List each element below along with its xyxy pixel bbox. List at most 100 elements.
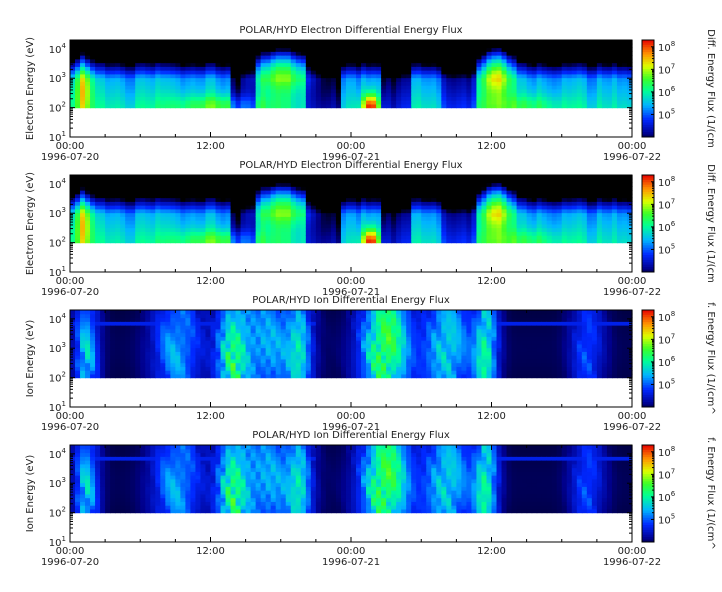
heatmap-cell	[200, 77, 207, 82]
heatmap-cell	[486, 182, 493, 187]
colorbar-segment	[642, 191, 654, 195]
heatmap-cell	[591, 77, 598, 82]
heatmap-cell	[396, 100, 402, 105]
heatmap-cell	[481, 40, 488, 45]
heatmap-cell	[180, 205, 187, 210]
heatmap-cell	[250, 182, 257, 187]
heatmap-cell	[165, 358, 171, 364]
heatmap-cell	[180, 103, 187, 109]
heatmap-cell	[531, 92, 538, 97]
heatmap-cell	[100, 351, 106, 356]
heatmap-cell	[200, 347, 207, 352]
heatmap-cell	[426, 96, 432, 101]
heatmap-cell	[566, 77, 573, 82]
heatmap-cell	[376, 88, 382, 94]
heatmap-cell	[616, 178, 623, 184]
heatmap-cell	[125, 92, 131, 97]
heatmap-cell	[110, 220, 116, 225]
heatmap-cell	[421, 103, 427, 109]
heatmap-cell	[546, 55, 553, 60]
heatmap-cell	[275, 208, 282, 214]
heatmap-cell	[446, 81, 452, 86]
heatmap-cell	[295, 208, 302, 214]
heatmap-cell	[466, 47, 473, 52]
heatmap-cell	[300, 81, 307, 86]
heatmap-cell	[160, 47, 166, 52]
heatmap-cell	[215, 47, 222, 52]
heatmap-cell	[180, 325, 187, 330]
heatmap-cell	[330, 193, 337, 199]
heatmap-cell	[446, 182, 452, 187]
heatmap-cell	[205, 317, 212, 322]
heatmap-cell	[70, 201, 76, 206]
heatmap-cell	[275, 103, 282, 109]
heatmap-cell	[416, 193, 422, 199]
heatmap-cell	[506, 66, 513, 71]
heatmap-cell	[175, 321, 181, 326]
heatmap-cell	[576, 77, 583, 82]
heatmap-cell	[85, 216, 91, 221]
heatmap-cell	[401, 220, 407, 225]
heatmap-cell	[225, 235, 232, 240]
heatmap-cell	[486, 193, 493, 199]
heatmap-cell	[611, 51, 618, 56]
heatmap-cell	[516, 96, 523, 101]
heatmap-cell	[526, 190, 533, 195]
heatmap-cell	[230, 223, 237, 229]
heatmap-cell	[556, 103, 563, 109]
heatmap-cell	[195, 343, 202, 349]
heatmap-cell	[345, 231, 352, 236]
heatmap-cell	[160, 77, 166, 82]
heatmap-cell	[250, 77, 257, 82]
heatmap-cell	[155, 47, 161, 52]
heatmap-cell	[215, 58, 222, 64]
heatmap-cell	[626, 205, 633, 210]
heatmap-cell	[591, 70, 598, 75]
heatmap-cell	[376, 40, 382, 45]
heatmap-cell	[200, 43, 207, 49]
heatmap-cell	[421, 77, 427, 82]
heatmap-cell	[285, 231, 292, 236]
heatmap-cell	[496, 227, 503, 232]
heatmap-cell	[481, 220, 488, 225]
heatmap-cell	[160, 223, 166, 229]
y-tick-label: 101	[49, 265, 66, 279]
heatmap-cell	[406, 88, 412, 94]
heatmap-cell	[521, 227, 528, 232]
heatmap-cell	[270, 235, 277, 240]
heatmap-cell	[215, 328, 222, 334]
heatmap-cell	[215, 220, 222, 225]
heatmap-cell	[596, 175, 603, 180]
heatmap-cell	[426, 43, 432, 49]
heatmap-cell	[280, 58, 287, 64]
heatmap-cell	[330, 88, 337, 94]
heatmap-cell	[220, 332, 227, 337]
heatmap-cell	[235, 205, 242, 210]
heatmap-cell	[396, 103, 402, 109]
heatmap-cell	[115, 227, 121, 232]
heatmap-cell	[225, 73, 232, 79]
heatmap-cell	[381, 193, 387, 199]
heatmap-cell	[110, 340, 116, 345]
heatmap-cell	[471, 238, 478, 244]
heatmap-cell	[270, 92, 277, 97]
heatmap-cell	[280, 66, 287, 71]
colorbar-segment	[642, 129, 654, 133]
heatmap-cell	[80, 220, 86, 225]
heatmap-cell	[421, 216, 427, 221]
heatmap-cell	[285, 216, 292, 221]
heatmap-cell	[80, 43, 86, 49]
heatmap-cell	[335, 40, 342, 45]
heatmap-cell	[135, 55, 141, 60]
heatmap-cell	[270, 193, 277, 199]
heatmap-cell	[250, 70, 257, 75]
heatmap-cell	[175, 178, 181, 184]
heatmap-cell	[586, 43, 593, 49]
heatmap-cell	[195, 317, 202, 322]
heatmap-cell	[155, 220, 161, 225]
heatmap-cell	[391, 96, 397, 101]
heatmap-cell	[345, 216, 352, 221]
heatmap-cell	[335, 216, 342, 221]
colorbar-segment	[642, 194, 654, 198]
heatmap-cell	[330, 227, 337, 232]
